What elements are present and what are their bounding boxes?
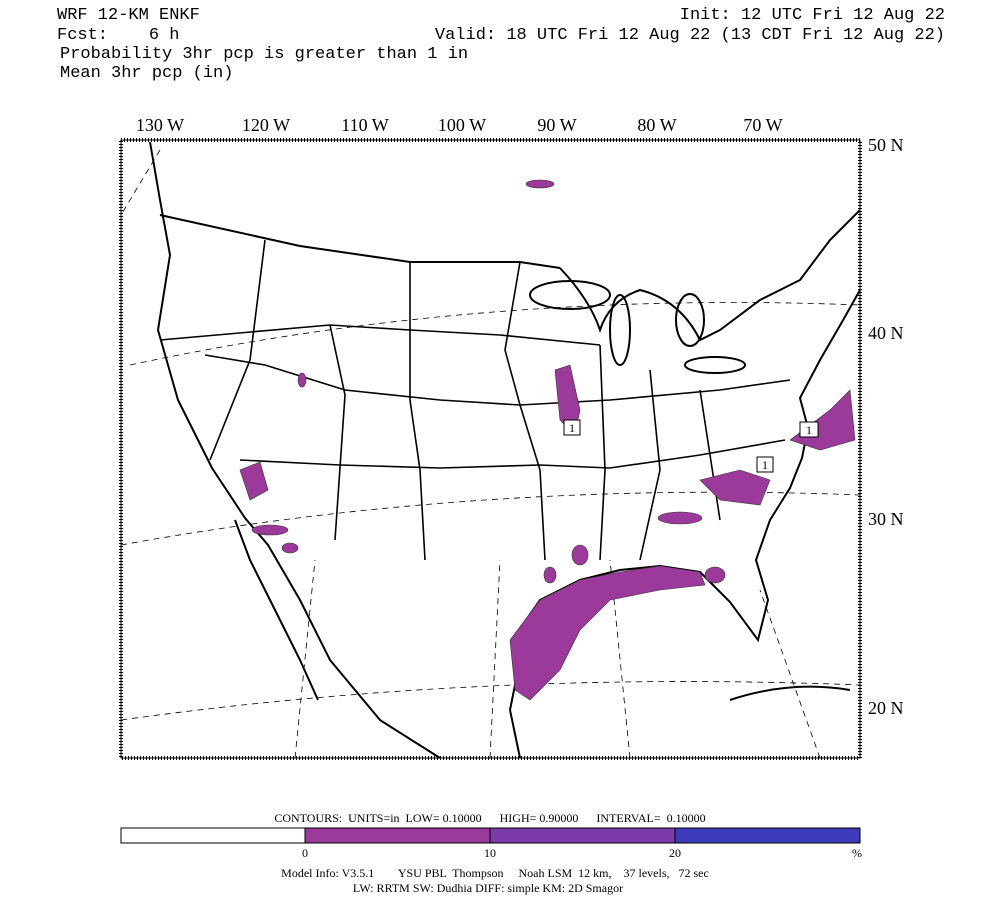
colorbar-unit: % bbox=[852, 846, 862, 860]
map-border bbox=[120, 139, 861, 759]
lat-label: 30 N bbox=[868, 509, 904, 529]
contour-label-box bbox=[756, 456, 774, 473]
lat-label: 20 N bbox=[868, 698, 904, 718]
map: 1 1 1 bbox=[119, 138, 862, 760]
lon-label: 70 W bbox=[743, 115, 782, 135]
footer-line: Model Info: V3.5.1 YSU PBL Thompson Noah… bbox=[281, 866, 709, 880]
colorbar-tick-label: 10 bbox=[484, 846, 496, 860]
lon-label: 130 W bbox=[136, 115, 184, 135]
lon-label: 110 W bbox=[341, 115, 389, 135]
colorbar-segment bbox=[674, 827, 861, 844]
lat-labels: 50 N 40 N 30 N 20 N bbox=[868, 135, 904, 718]
contour-label-box bbox=[563, 419, 581, 436]
mean: Mean 3hr pcp (in) bbox=[60, 64, 233, 83]
contour-label: 1 bbox=[569, 421, 575, 435]
colorbar-tick-label: 20 bbox=[669, 846, 681, 860]
colorbar-segment bbox=[489, 827, 676, 844]
contours-info: CONTOURS: UNITS=in LOW= 0.10000 HIGH= 0.… bbox=[274, 811, 705, 825]
contour-label: 1 bbox=[762, 458, 768, 472]
valid: Valid: 18 UTC Fri 12 Aug 22 (13 CDT Fri … bbox=[435, 26, 945, 45]
lat-label: 50 N bbox=[868, 135, 904, 155]
state-lines bbox=[159, 239, 791, 561]
lon-label: 100 W bbox=[438, 115, 486, 135]
colorbar-segment bbox=[304, 827, 491, 844]
model: WRF 12-KM ENKF bbox=[57, 6, 200, 25]
colorbar-tick-label: 0 bbox=[302, 846, 308, 860]
lon-label: 120 W bbox=[242, 115, 290, 135]
fcst: Fcst: 6 h bbox=[57, 26, 179, 45]
colorbar-ticks: 0 10 20 bbox=[302, 846, 681, 860]
footer-line: LW: RRTM SW: Dudhia DIFF: simple KM: 2D … bbox=[353, 881, 623, 895]
lon-label: 80 W bbox=[637, 115, 676, 135]
init: Init: 12 UTC Fri 12 Aug 22 bbox=[680, 6, 945, 25]
colorbar bbox=[120, 827, 861, 844]
contour-label: 1 bbox=[806, 423, 812, 437]
lon-labels: 130 W 120 W 110 W 100 W 90 W 80 W 70 W bbox=[136, 115, 783, 135]
contour-label-box bbox=[799, 421, 819, 438]
map-frame bbox=[119, 138, 862, 760]
graticule bbox=[120, 149, 861, 759]
lon-label: 90 W bbox=[537, 115, 576, 135]
colorbar-segment bbox=[120, 827, 306, 844]
lat-label: 40 N bbox=[868, 323, 904, 343]
field: Probability 3hr pcp is greater than 1 in bbox=[60, 45, 468, 64]
